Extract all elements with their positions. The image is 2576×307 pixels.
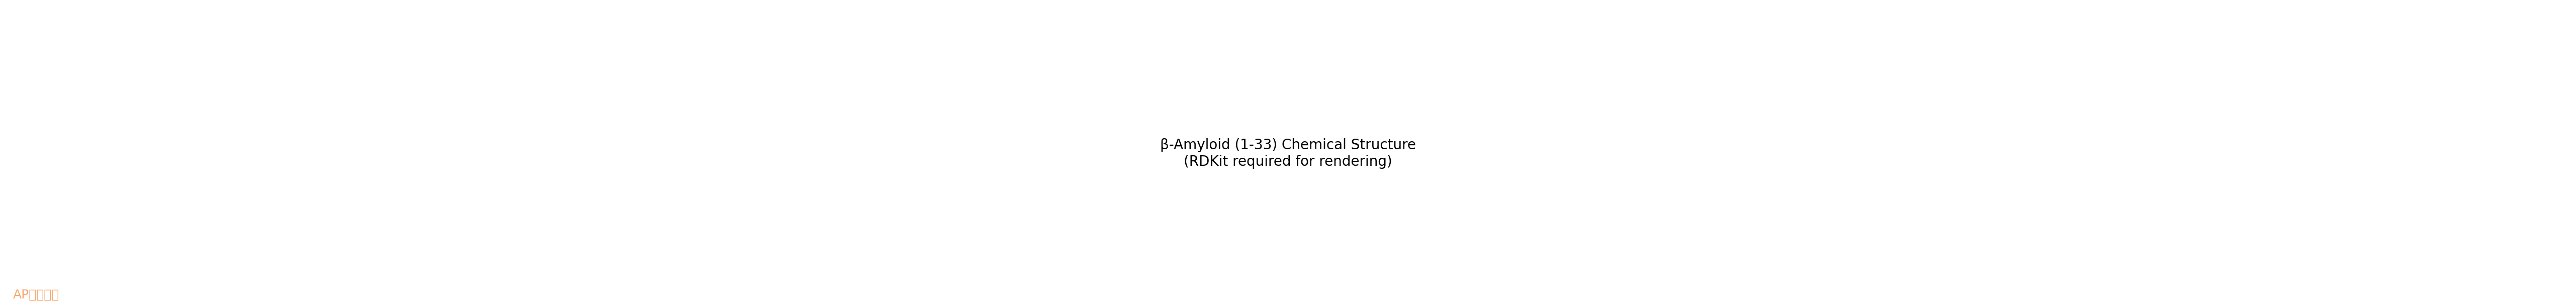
Text: AP专肽生物: AP专肽生物 — [13, 289, 59, 301]
Text: β-Amyloid (1-33) Chemical Structure
(RDKit required for rendering): β-Amyloid (1-33) Chemical Structure (RDK… — [1159, 138, 1417, 169]
